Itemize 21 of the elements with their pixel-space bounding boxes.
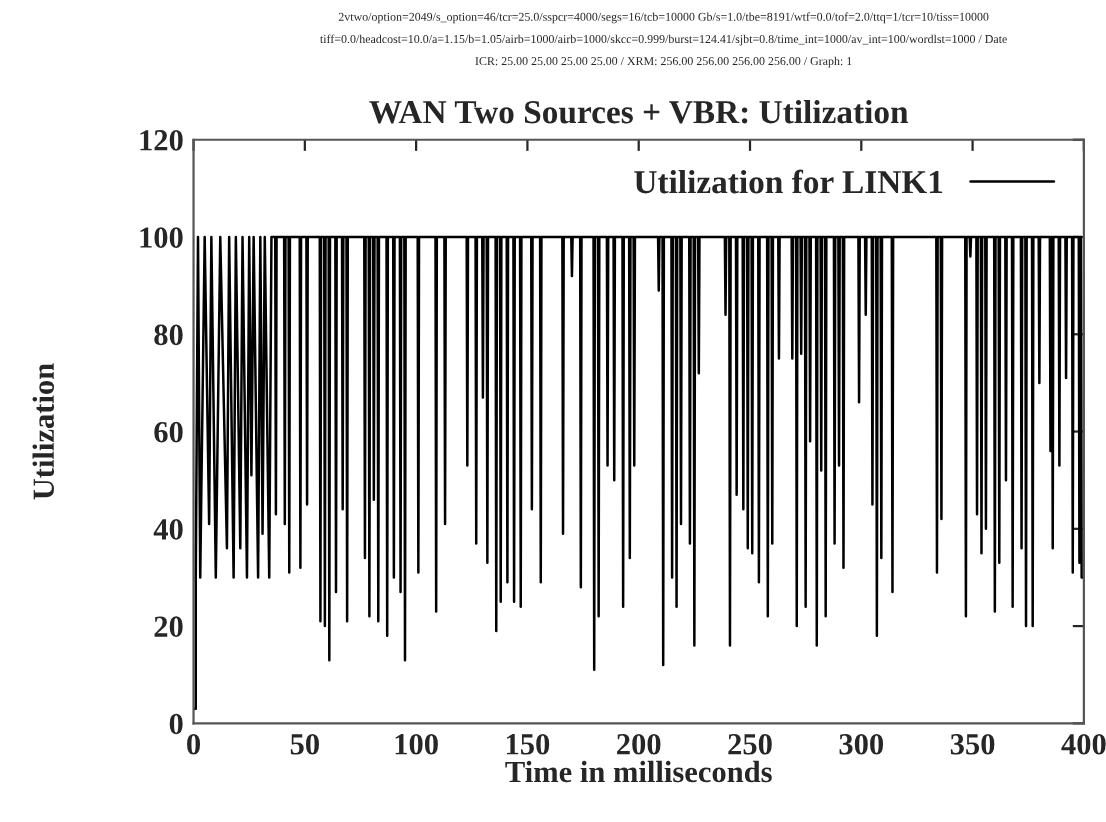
x-tick-label: 150 <box>506 733 550 755</box>
x-tick-label: 350 <box>950 733 995 755</box>
chart-title: WAN Two Sources + VBR: Utilization <box>369 99 909 124</box>
y-axis-title: Utilization <box>32 363 55 500</box>
y-tick-label: 120 <box>140 130 183 151</box>
x-tick-label: 400 <box>1061 733 1106 755</box>
y-tick-label: 100 <box>140 227 183 248</box>
y-tick-label: 60 <box>154 421 183 443</box>
y-tick-label: 0 <box>169 713 183 735</box>
x-tick-label: 250 <box>728 733 772 755</box>
x-tick-label: 100 <box>395 733 438 755</box>
x-tick-label: 0 <box>187 733 201 755</box>
x-tick-label: 300 <box>839 733 884 755</box>
x-tick-label: 50 <box>290 733 319 755</box>
legend-label: Utilization for LINK1 <box>634 169 943 194</box>
y-tick-label: 40 <box>153 519 183 540</box>
y-tick-label: 20 <box>154 616 183 637</box>
line-series <box>193 235 1084 711</box>
x-axis-title: Time in milliseconds <box>505 760 772 783</box>
x-tick-label: 200 <box>617 733 661 755</box>
y-tick-label: 80 <box>154 324 183 346</box>
